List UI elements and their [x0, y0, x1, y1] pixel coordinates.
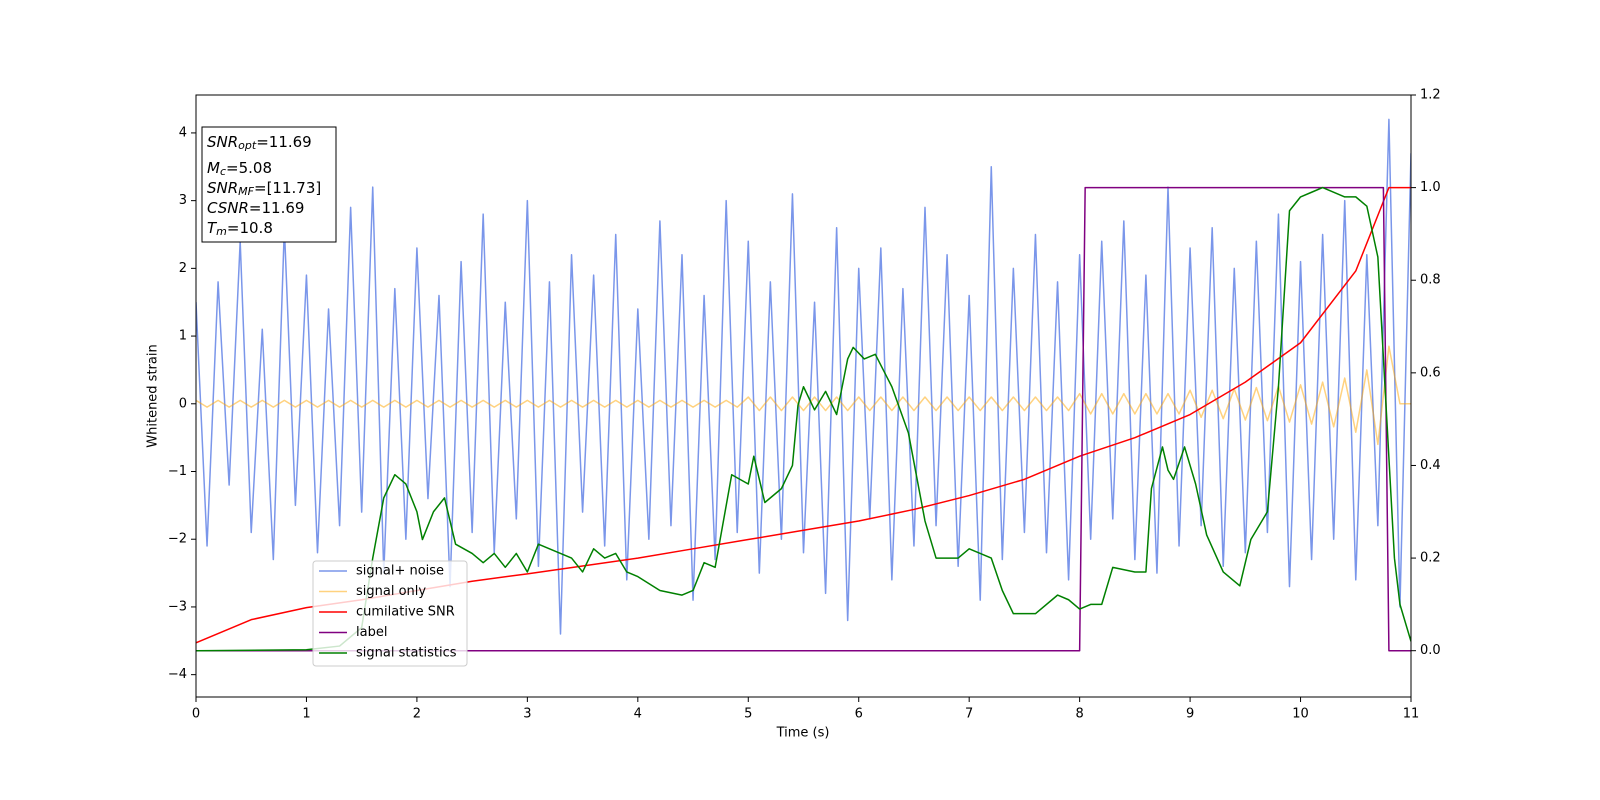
series-line [196, 118, 1411, 635]
y-axis-label: Whitened strain [146, 344, 161, 447]
x-tick-label: 9 [1186, 707, 1194, 722]
y-tick-label: −3 [168, 599, 187, 614]
annotation-value: =[11.73] [254, 179, 321, 197]
x-tick-label: 3 [523, 707, 531, 722]
annotation-text: Mc=5.08 [207, 159, 272, 179]
x-tick-label: 11 [1403, 707, 1420, 722]
legend-label: signal statistics [356, 646, 457, 661]
annotation-subscript: MF [238, 185, 254, 198]
annotation-symbol: SNR [207, 133, 238, 151]
x-tick-label: 1 [302, 707, 310, 722]
x-tick-label: 8 [1075, 707, 1083, 722]
x-axis-label: Time (s) [776, 726, 830, 741]
annotation-value: =5.08 [226, 159, 272, 177]
y-tick-label: 1 [179, 329, 187, 344]
x-tick-label: 0 [192, 707, 200, 722]
annotation-value: =10.8 [227, 219, 273, 237]
y2-tick-label: 1.0 [1420, 180, 1441, 195]
y2-tick-label: 0.8 [1420, 273, 1441, 288]
y-tick-label: 0 [179, 396, 187, 411]
legend-label: signal+ noise [356, 564, 444, 579]
annotation-value: =11.69 [256, 133, 312, 151]
annotation-symbol: CSNR [207, 199, 249, 217]
annotation-subscript: m [216, 225, 227, 238]
legend-label: cumilative SNR [356, 605, 455, 620]
legend-frame [312, 560, 468, 667]
x-tick-label: 10 [1292, 707, 1309, 722]
annotation-subscript: opt [238, 139, 257, 152]
x-tick-label: 6 [855, 707, 863, 722]
annotation-text: Tm=10.8 [207, 219, 273, 239]
legend: signal+ noise signal only cumilative SNR la… [312, 560, 468, 667]
y2-tick-label: 0.4 [1420, 458, 1441, 473]
series-line [196, 186, 1411, 652]
y-tick-label: 2 [179, 261, 187, 276]
annotation-symbol: M [207, 159, 220, 177]
annotation-box: SNRopt=11.69Mc=5.08SNRMF=[11.73]CSNR=11.… [201, 126, 337, 243]
x-tick-label: 7 [965, 707, 973, 722]
annotation-value: =11.69 [249, 199, 305, 217]
x-tick-label: 5 [744, 707, 752, 722]
y2-tick-label: 0.6 [1420, 365, 1441, 380]
x-tick-label: 2 [413, 707, 421, 722]
annotation-symbol: SNR [207, 179, 238, 197]
annotation-frame [201, 126, 337, 243]
y-tick-label: 4 [179, 125, 187, 140]
y-tick-label: −2 [168, 532, 187, 547]
series-line [196, 345, 1411, 446]
y-tick-label: 3 [179, 193, 187, 208]
y2-tick-label: 1.2 [1420, 88, 1441, 103]
annotation-text: SNRMF=[11.73] [207, 179, 321, 199]
annotation-symbol: T [207, 219, 218, 237]
axes-frame [195, 94, 1412, 698]
x-tick-label: 4 [634, 707, 642, 722]
annotation-text: SNRopt=11.69 [207, 133, 312, 153]
y2-tick-label: 0.0 [1420, 643, 1441, 658]
y2-tick-label: 0.2 [1420, 551, 1441, 566]
legend-label: label [356, 625, 387, 640]
legend-label: signal only [356, 584, 426, 599]
y-tick-label: −4 [168, 667, 187, 682]
annotation-subscript: c [220, 165, 226, 178]
annotation-text: CSNR=11.69 [207, 199, 304, 217]
series-line [196, 186, 1411, 652]
y-tick-label: −1 [168, 464, 187, 479]
